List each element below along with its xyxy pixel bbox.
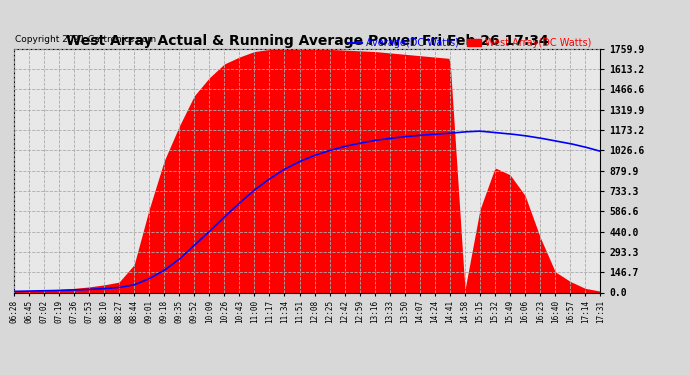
Text: Copyright 2021 Cartronics.com: Copyright 2021 Cartronics.com: [15, 35, 156, 44]
Title: West Array Actual & Running Average Power Fri Feb 26 17:34: West Array Actual & Running Average Powe…: [66, 34, 549, 48]
Legend: Average(DC Watts), West Array(DC Watts): Average(DC Watts), West Array(DC Watts): [344, 34, 595, 52]
